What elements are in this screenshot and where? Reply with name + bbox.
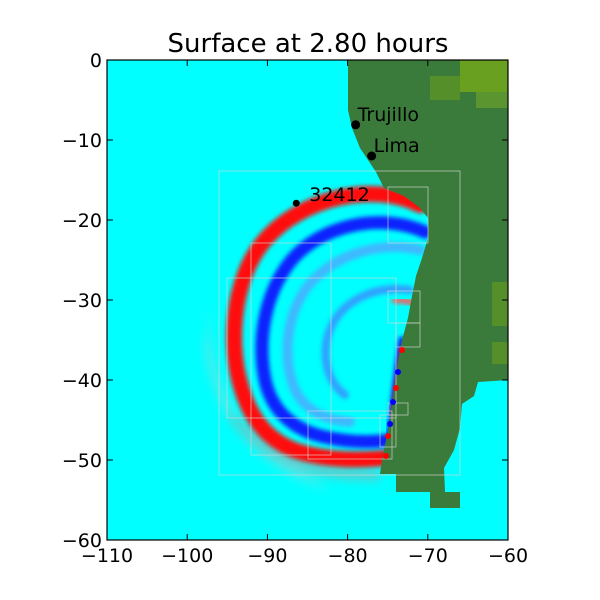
- location-label: Lima: [374, 135, 420, 157]
- x-tick-label: −80: [328, 545, 368, 567]
- wave-trough: [255, 216, 432, 449]
- coastal-dots: [383, 347, 405, 459]
- y-tick-label: −60: [62, 530, 102, 552]
- location-label: Trujillo: [357, 104, 419, 126]
- x-axis: −110 −100 −90 −80 −70 −60: [81, 60, 528, 567]
- wave-crest-front: [226, 186, 428, 468]
- amr-grid-patches: [218, 170, 461, 476]
- x-tick-label: −90: [247, 545, 287, 567]
- y-tick-label: −40: [62, 370, 102, 392]
- highland-patches: [430, 60, 508, 364]
- wave-secondary-band: [282, 242, 425, 427]
- location-marker: [367, 151, 377, 161]
- location-marker: [292, 199, 300, 207]
- wave-wake: [205, 300, 380, 490]
- locations-layer: Trujillo Lima 32412: [292, 104, 420, 207]
- location-label: 32412: [309, 184, 369, 206]
- plot-area: Trujillo Lima 32412: [107, 60, 508, 540]
- y-tick-label: −30: [62, 290, 102, 312]
- location-marker: [351, 120, 361, 130]
- land-mass: [348, 60, 508, 508]
- chart-title: Surface at 2.80 hours: [168, 29, 449, 59]
- x-tick-label: −100: [161, 545, 213, 567]
- y-tick-label: −10: [62, 130, 102, 152]
- y-tick-label: −20: [62, 210, 102, 232]
- y-axis: 0 −10 −20 −30 −40 −50 −60: [62, 50, 508, 552]
- y-tick-label: 0: [90, 50, 102, 72]
- y-tick-label: −50: [62, 450, 102, 472]
- x-tick-label: −70: [408, 545, 448, 567]
- x-tick-label: −110: [81, 545, 133, 567]
- x-tick-label: −60: [488, 545, 528, 567]
